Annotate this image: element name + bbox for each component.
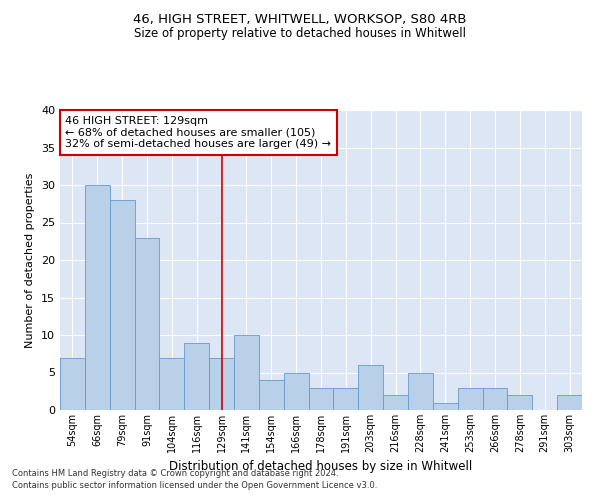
Bar: [209, 358, 234, 410]
Text: 46, HIGH STREET, WHITWELL, WORKSOP, S80 4RB: 46, HIGH STREET, WHITWELL, WORKSOP, S80 …: [133, 12, 467, 26]
Bar: [358, 365, 383, 410]
Bar: [160, 358, 184, 410]
Bar: [234, 335, 259, 410]
Bar: [284, 372, 308, 410]
Bar: [408, 372, 433, 410]
Text: 46 HIGH STREET: 129sqm
← 68% of detached houses are smaller (105)
32% of semi-de: 46 HIGH STREET: 129sqm ← 68% of detached…: [65, 116, 331, 149]
Bar: [334, 388, 358, 410]
Bar: [60, 358, 85, 410]
Bar: [110, 200, 134, 410]
Bar: [308, 388, 334, 410]
Text: Size of property relative to detached houses in Whitwell: Size of property relative to detached ho…: [134, 28, 466, 40]
Bar: [458, 388, 482, 410]
Bar: [134, 238, 160, 410]
Text: Contains public sector information licensed under the Open Government Licence v3: Contains public sector information licen…: [12, 481, 377, 490]
Bar: [482, 388, 508, 410]
Bar: [85, 185, 110, 410]
Bar: [557, 395, 582, 410]
Y-axis label: Number of detached properties: Number of detached properties: [25, 172, 35, 348]
Bar: [383, 395, 408, 410]
Bar: [508, 395, 532, 410]
X-axis label: Distribution of detached houses by size in Whitwell: Distribution of detached houses by size …: [169, 460, 473, 473]
Bar: [433, 402, 458, 410]
Text: Contains HM Land Registry data © Crown copyright and database right 2024.: Contains HM Land Registry data © Crown c…: [12, 468, 338, 477]
Bar: [184, 342, 209, 410]
Bar: [259, 380, 284, 410]
